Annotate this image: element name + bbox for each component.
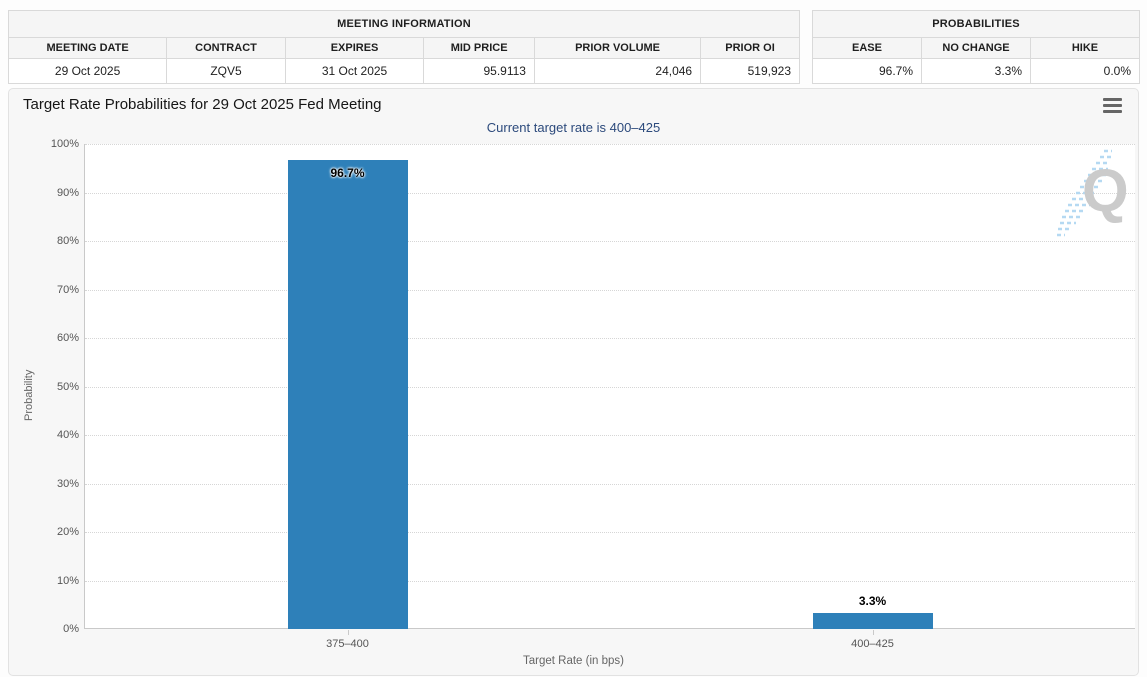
hike-header: HIKE — [1030, 37, 1140, 59]
expires-header: EXPIRES — [284, 37, 425, 59]
chart-title: Target Rate Probabilities for 29 Oct 202… — [23, 96, 382, 113]
bar-value-label: 96.7% — [330, 166, 365, 180]
contract-header: CONTRACT — [166, 37, 286, 59]
meeting-information-table: MEETING INFORMATION MEETING DATE CONTRAC… — [7, 10, 800, 84]
y-axis-title: Probability — [23, 369, 35, 421]
y-gridline — [85, 386, 1135, 388]
x-tick — [347, 630, 349, 635]
bar-value-label: 3.3% — [858, 593, 887, 608]
meeting-information-title: MEETING INFORMATION — [8, 10, 800, 38]
prior-volume-value: 24,046 — [533, 58, 702, 84]
no-change-value: 3.3% — [921, 58, 1031, 84]
y-gridline — [85, 192, 1135, 194]
y-tick-label: 40% — [56, 429, 79, 441]
meeting-date-header: MEETING DATE — [7, 37, 168, 59]
y-tick-label: 30% — [56, 477, 79, 490]
y-tick-label: 60% — [56, 332, 79, 344]
prior-volume-header: PRIOR VOLUME — [533, 37, 702, 59]
y-gridline — [85, 532, 1135, 533]
y-tick-label: 10% — [56, 574, 79, 587]
chart-subtitle: Current target rate is 400–425 — [486, 120, 661, 135]
y-gridline — [85, 144, 1135, 145]
mid-price-header: MID PRICE — [423, 37, 535, 59]
x-axis-title: Target Rate (in bps) — [523, 655, 624, 667]
y-tick-label: 70% — [56, 283, 79, 296]
no-change-header: NO CHANGE — [921, 37, 1031, 59]
y-tick-label: 50% — [56, 380, 79, 393]
probabilities-header-row: EASE NO CHANGE HIKE — [812, 37, 1140, 59]
meeting-information-value-row: 29 Oct 2025 ZQV5 31 Oct 2025 95.9113 24,… — [7, 58, 800, 84]
y-gridline — [85, 289, 1135, 291]
y-tick-label: 90% — [56, 186, 79, 199]
x-tick — [872, 630, 874, 635]
x-category-label: 400–425 — [851, 638, 894, 650]
probability-bar — [287, 160, 408, 629]
prior-oi-value: 519,923 — [700, 58, 800, 84]
meeting-date-value: 29 Oct 2025 — [7, 58, 168, 84]
prior-oi-header: PRIOR OI — [700, 37, 800, 59]
y-tick-label: 80% — [56, 235, 79, 247]
ease-header: EASE — [812, 37, 922, 59]
mid-price-value: 95.9113 — [423, 58, 535, 84]
probabilities-value-row: 96.7% 3.3% 0.0% — [812, 58, 1140, 84]
plot-area: 96.7% 375–400 3.3% 400–425 — [84, 144, 1135, 650]
probability-bar — [812, 612, 933, 629]
hamburger-icon[interactable] — [1103, 98, 1122, 113]
y-tick-label: 0% — [63, 623, 79, 635]
probabilities-table: PROBABILITIES EASE NO CHANGE HIKE 96.7% … — [812, 10, 1140, 84]
probabilities-title: PROBABILITIES — [812, 10, 1140, 38]
y-gridline — [85, 241, 1135, 242]
x-category-label: 375–400 — [326, 638, 369, 650]
contract-value: ZQV5 — [166, 58, 286, 84]
ease-value: 96.7% — [812, 58, 922, 84]
y-gridline — [85, 483, 1135, 485]
meeting-information-header-row: MEETING DATE CONTRACT EXPIRES MID PRICE … — [7, 37, 800, 59]
info-tables: MEETING INFORMATION MEETING DATE CONTRAC… — [7, 10, 1140, 84]
y-gridline — [85, 338, 1135, 339]
hike-value: 0.0% — [1030, 58, 1140, 84]
y-tick-label: 100% — [50, 138, 79, 150]
target-rate-chart: Target Rate Probabilities for 29 Oct 202… — [8, 88, 1139, 676]
y-gridline — [85, 580, 1135, 582]
y-gridline — [85, 435, 1135, 436]
expires-value: 31 Oct 2025 — [284, 58, 425, 84]
y-tick-label: 20% — [56, 526, 79, 538]
